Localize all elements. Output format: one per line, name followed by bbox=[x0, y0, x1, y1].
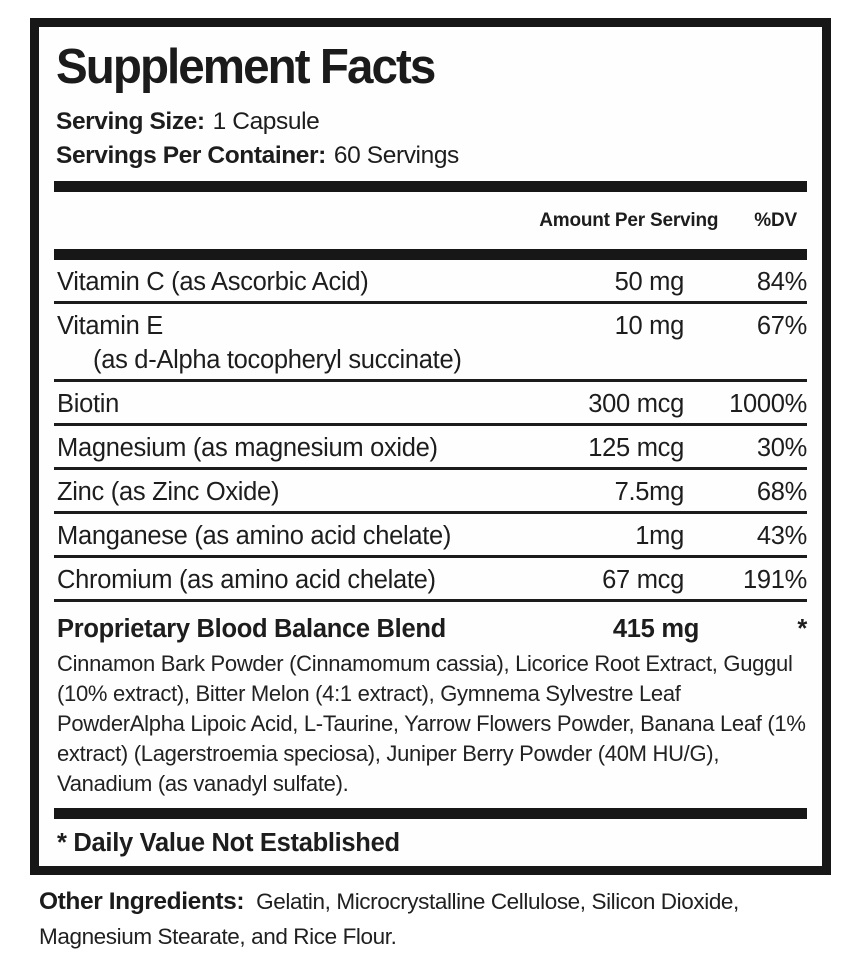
nutrient-name: Biotin bbox=[57, 389, 119, 418]
row-separator bbox=[54, 422, 807, 426]
nutrient-amount: 7.5mg bbox=[614, 477, 685, 506]
nutrient-dv: 84% bbox=[756, 267, 807, 296]
nutrient-amount: 50 mg bbox=[614, 267, 685, 296]
nutrient-row-magnesium: Magnesium (as magnesium oxide) 125 mcg 3… bbox=[54, 426, 807, 467]
serving-size-label: Serving Size: bbox=[56, 107, 205, 135]
nutrient-name: Zinc (as Zinc Oxide) bbox=[57, 477, 280, 506]
servings-per-container-line: Servings Per Container: 60 Servings bbox=[56, 141, 807, 170]
panel-footer: * Daily Value Not Established bbox=[54, 808, 807, 861]
blend-dv-asterisk: * bbox=[797, 614, 807, 643]
servings-per-container-value: 60 Servings bbox=[333, 141, 459, 169]
nutrient-row-biotin: Biotin 300 mcg 1000% bbox=[54, 382, 807, 423]
blend-ingredients-text: Cinnamon Bark Powder (Cinnamomum cassia)… bbox=[57, 650, 806, 796]
nutrient-dv: 1000% bbox=[729, 389, 807, 418]
thick-rule bbox=[54, 808, 807, 819]
nutrient-name: Vitamin E bbox=[57, 311, 163, 340]
nutrient-dv: 68% bbox=[756, 477, 807, 506]
thick-rule bbox=[54, 180, 807, 192]
other-ingredients-section: Other Ingredients: Gelatin, Microcrystall… bbox=[39, 884, 829, 954]
nutrient-amount: 300 mcg bbox=[588, 389, 684, 418]
nutrient-row-chromium: Chromium (as amino acid chelate) 67 mcg … bbox=[54, 558, 807, 599]
daily-value-footnote: * Daily Value Not Established bbox=[57, 829, 400, 857]
panel-title: Supplement Facts bbox=[56, 40, 436, 94]
column-header-row: Amount Per Serving %DV bbox=[54, 192, 807, 249]
nutrient-name: Vitamin C (as Ascorbic Acid) bbox=[57, 267, 369, 296]
nutrient-dv: 191% bbox=[742, 565, 807, 594]
row-separator bbox=[54, 598, 807, 602]
nutrient-name: Chromium (as amino acid chelate) bbox=[57, 565, 436, 594]
row-separator bbox=[54, 378, 807, 382]
thick-rule bbox=[54, 248, 807, 260]
blend-name: Proprietary Blood Balance Blend bbox=[57, 614, 446, 643]
row-separator bbox=[54, 554, 807, 558]
blend-amount: 415 mg bbox=[612, 614, 699, 643]
serving-size-line: Serving Size: 1 Capsule bbox=[56, 107, 807, 136]
serving-size-value: 1 Capsule bbox=[212, 107, 320, 135]
nutrient-row-zinc: Zinc (as Zinc Oxide) 7.5mg 68% bbox=[54, 470, 807, 511]
column-header-amount: Amount Per Serving bbox=[539, 209, 719, 231]
nutrient-dv: 30% bbox=[756, 433, 807, 462]
nutrient-dv: 43% bbox=[756, 521, 807, 550]
nutrient-row-vitamin-e: Vitamin E 10 mg 67% bbox=[54, 304, 807, 345]
nutrient-dv: 67% bbox=[756, 311, 807, 340]
other-ingredients-value: Gelatin, Microcrystalline Cellulose, Sil… bbox=[39, 889, 739, 949]
servings-per-container-label: Servings Per Container: bbox=[56, 141, 326, 169]
row-separator bbox=[54, 300, 807, 304]
nutrient-row-vitamin-c: Vitamin C (as Ascorbic Acid) 50 mg 84% bbox=[54, 260, 807, 301]
proprietary-blend-row: Proprietary Blood Balance Blend 415 mg * bbox=[54, 602, 807, 645]
nutrient-amount: 1mg bbox=[635, 521, 684, 550]
row-separator bbox=[54, 466, 807, 470]
nutrient-amount: 125 mcg bbox=[588, 433, 684, 462]
nutrient-amount: 10 mg bbox=[614, 311, 685, 340]
nutrient-name: Magnesium (as magnesium oxide) bbox=[57, 433, 438, 462]
row-separator bbox=[54, 510, 807, 514]
supplement-facts-panel: Supplement Facts Serving Size: 1 Capsule … bbox=[30, 18, 831, 875]
nutrient-amount: 67 mcg bbox=[602, 565, 684, 594]
nutrient-name: Manganese (as amino acid chelate) bbox=[57, 521, 452, 550]
column-header-dv: %DV bbox=[754, 209, 797, 231]
nutrient-subname: (as d-Alpha tocopheryl succinate) bbox=[93, 345, 462, 374]
other-ingredients-label: Other Ingredients: bbox=[39, 888, 245, 915]
nutrient-row-manganese: Manganese (as amino acid chelate) 1mg 43… bbox=[54, 514, 807, 555]
